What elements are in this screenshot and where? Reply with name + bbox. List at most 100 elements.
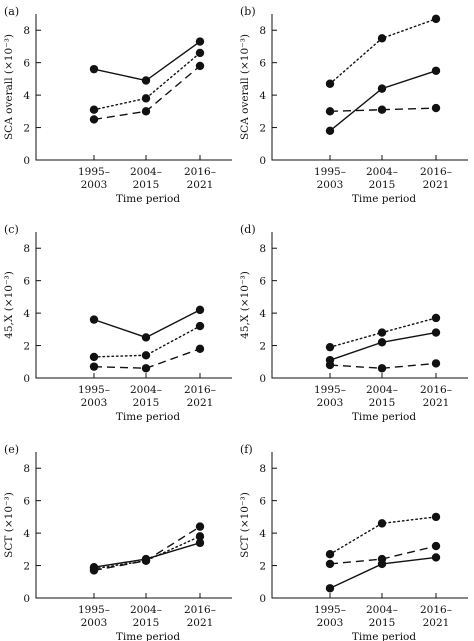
series-line-solid [93, 309, 201, 339]
x-tick-label: 1995– [314, 604, 346, 616]
data-point [431, 553, 441, 562]
axis-lines [35, 14, 232, 161]
y-tick-label: 4 [23, 90, 30, 102]
data-point [325, 107, 335, 116]
x-axis-label: Time period [352, 411, 417, 423]
y-tick-label: 2 [259, 123, 266, 135]
x-tick-label: 1995– [78, 384, 110, 396]
data-point [431, 66, 441, 75]
data-point [195, 305, 205, 315]
series-line-dotted [93, 535, 201, 570]
x-axis-label: Time period [116, 631, 181, 641]
data-point [325, 126, 335, 135]
y-tick-label: 8 [23, 463, 30, 475]
x-tick-label: 2016– [420, 166, 452, 178]
y-tick-label: 4 [259, 308, 266, 320]
y-axis-label: SCA overall (×10⁻³) [239, 34, 251, 140]
data-point [325, 79, 335, 88]
data-point [89, 362, 99, 371]
data-point [431, 313, 441, 323]
y-tick-label: 8 [259, 25, 266, 37]
y-tick-label: 4 [23, 528, 30, 540]
axis-lines [271, 232, 468, 379]
x-axis-label: Time period [352, 193, 417, 205]
data-point [141, 351, 151, 360]
x-tick-label: 2004– [366, 384, 398, 396]
x-tick-label: 2015 [369, 397, 396, 409]
x-tick-label: 2015 [133, 397, 160, 409]
data-point [141, 364, 151, 373]
data-point [431, 328, 441, 337]
x-tick-label: 2003 [81, 179, 108, 191]
data-point [195, 522, 205, 531]
data-point [89, 352, 99, 362]
data-point [89, 64, 99, 74]
data-point [141, 94, 151, 103]
x-tick-label: 2003 [81, 397, 108, 409]
x-tick-label: 1995– [314, 384, 346, 396]
y-tick-label: 0 [23, 155, 30, 167]
x-axis-label: Time period [352, 631, 417, 641]
data-point [141, 333, 151, 342]
y-tick-label: 0 [259, 593, 266, 605]
x-tick-label: 2004– [130, 384, 162, 396]
x-tick-label: 2016– [420, 384, 452, 396]
x-tick-label: 2003 [81, 617, 108, 629]
y-tick-label: 6 [23, 58, 30, 70]
data-point [431, 14, 441, 24]
data-point [377, 364, 387, 373]
data-point [431, 512, 441, 522]
data-point [377, 338, 387, 347]
panel-label: (a) [4, 5, 19, 18]
chart-panel-1: 0 2 4 6 8 1995–2003 2004–2015 2016–2021 Time per… [3, 5, 232, 205]
x-tick-label: 2021 [423, 617, 450, 629]
y-tick-label: 6 [23, 496, 30, 508]
y-tick-label: 2 [23, 123, 30, 135]
x-tick-label: 2015 [133, 179, 160, 191]
data-point [431, 541, 441, 551]
y-tick-label: 4 [259, 528, 266, 540]
data-point [89, 105, 99, 114]
x-axis-label: Time period [116, 193, 181, 205]
x-tick-label: 2003 [317, 617, 344, 629]
x-tick-label: 2015 [369, 179, 396, 191]
data-point [325, 559, 335, 569]
y-tick-label: 2 [23, 561, 30, 573]
data-point [431, 103, 441, 113]
x-tick-label: 2015 [133, 617, 160, 629]
x-tick-label: 2004– [366, 604, 398, 616]
y-axis-label: SCT (×10⁻³) [3, 492, 15, 558]
axis-lines [271, 14, 468, 161]
y-tick-label: 8 [259, 463, 266, 475]
series-line-dotted [93, 52, 201, 111]
data-point [89, 566, 99, 575]
y-tick-label: 4 [259, 90, 266, 102]
data-point [377, 328, 387, 337]
data-point [141, 556, 151, 565]
x-tick-label: 2021 [187, 617, 214, 629]
y-tick-label: 0 [259, 155, 266, 167]
x-tick-label: 2015 [369, 617, 396, 629]
chart-panel-5: 0 2 4 6 8 1995–2003 2004–2015 2016–2021 Time per… [3, 443, 232, 641]
series-line-solid [329, 70, 437, 132]
panel-label: (c) [4, 223, 19, 236]
x-tick-label: 2021 [187, 397, 214, 409]
y-tick-label: 2 [259, 561, 266, 573]
data-point [195, 37, 205, 46]
y-axis-label: 45,X (×10⁻³) [3, 271, 15, 339]
y-axis-label: SCT (×10⁻³) [239, 492, 251, 558]
y-axis-label: 45,X (×10⁻³) [239, 271, 251, 339]
data-point [195, 61, 205, 71]
data-point [195, 344, 205, 353]
y-tick-label: 0 [23, 593, 30, 605]
data-point [377, 84, 387, 93]
x-tick-label: 2021 [423, 179, 450, 191]
y-axis-label: SCA overall (×10⁻³) [3, 34, 15, 140]
x-tick-label: 2016– [184, 384, 216, 396]
y-tick-label: 4 [23, 308, 30, 320]
y-tick-label: 0 [259, 373, 266, 385]
x-axis-label: Time period [116, 411, 181, 423]
data-point [141, 107, 151, 116]
x-tick-label: 2016– [420, 604, 452, 616]
